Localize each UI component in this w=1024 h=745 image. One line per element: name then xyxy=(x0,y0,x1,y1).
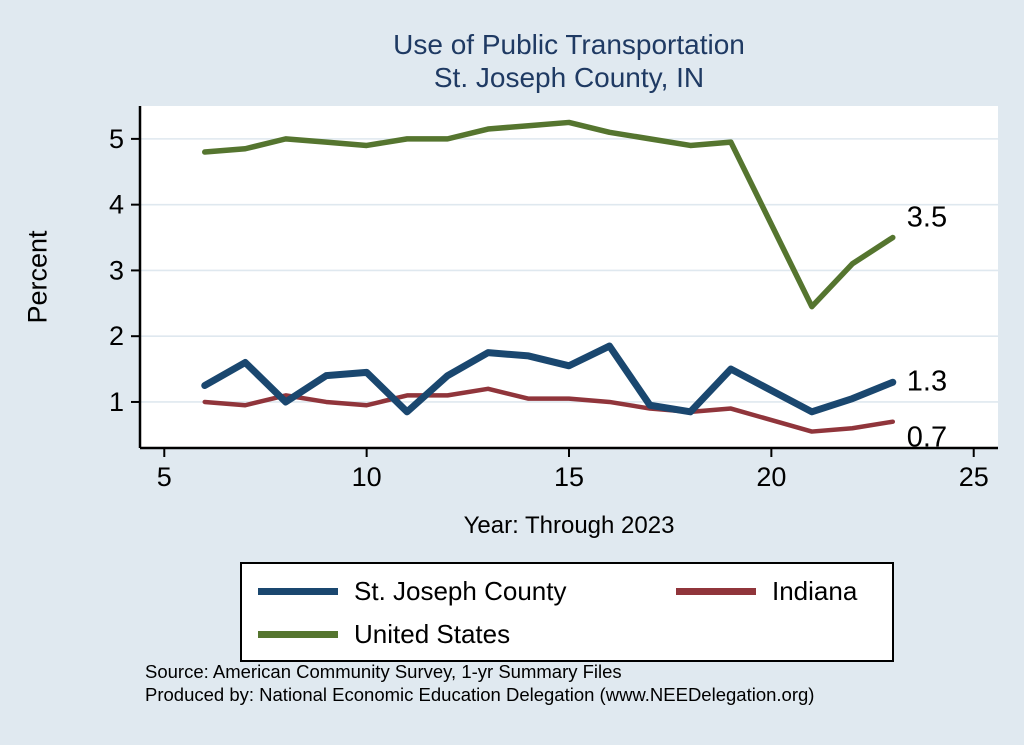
legend-swatch-united-states xyxy=(258,631,338,638)
legend-swatch-indiana xyxy=(676,588,756,595)
legend-item-st-joseph-county: St. Joseph County xyxy=(242,576,660,607)
source-note: Source: American Community Survey, 1-yr … xyxy=(145,660,814,706)
legend-swatch-st-joseph-county xyxy=(258,588,338,595)
end-label-st-joseph-county: 1.3 xyxy=(906,365,948,398)
y-tick-label-2: 2 xyxy=(109,321,124,351)
chart-title-line2: St. Joseph County, IN xyxy=(433,62,705,93)
legend-label-united-states: United States xyxy=(354,619,511,649)
end-label-indiana: 0.7 xyxy=(906,421,948,454)
end-label-united-states: 3.5 xyxy=(906,201,948,234)
legend-label-indiana: Indiana xyxy=(772,576,858,606)
x-tick-label-10: 10 xyxy=(352,462,382,492)
chart-title-line1: Use of Public Transportation xyxy=(393,29,745,60)
legend-item-indiana: Indiana xyxy=(660,576,892,607)
legend-item-united-states: United States xyxy=(242,619,660,650)
x-tick-label-20: 20 xyxy=(756,462,786,492)
legend: St. Joseph County Indiana United States xyxy=(240,562,894,662)
series-line-2 xyxy=(202,119,896,310)
y-tick-label-3: 3 xyxy=(109,255,124,285)
chart-title: Use of Public Transportation St. Joseph … xyxy=(140,28,998,94)
x-axis-label: Year: Through 2023 xyxy=(463,512,675,539)
y-tick-label-5: 5 xyxy=(109,124,124,154)
y-tick-label-4: 4 xyxy=(109,190,124,220)
x-tick-label-5: 5 xyxy=(157,462,172,492)
y-tick-label-1: 1 xyxy=(109,387,124,417)
x-tick-label-15: 15 xyxy=(554,462,584,492)
y-axis-label: Percent xyxy=(22,230,53,324)
legend-grid: St. Joseph County Indiana United States xyxy=(242,576,892,650)
series-line-1 xyxy=(202,386,896,434)
x-tick-label-25: 25 xyxy=(959,462,989,492)
source-line2: Produced by: National Economic Education… xyxy=(145,684,815,705)
plot-background xyxy=(140,106,998,448)
source-line1: Source: American Community Survey, 1-yr … xyxy=(145,661,622,682)
legend-label-st-joseph-county: St. Joseph County xyxy=(354,576,567,606)
series-line-0 xyxy=(201,342,897,416)
